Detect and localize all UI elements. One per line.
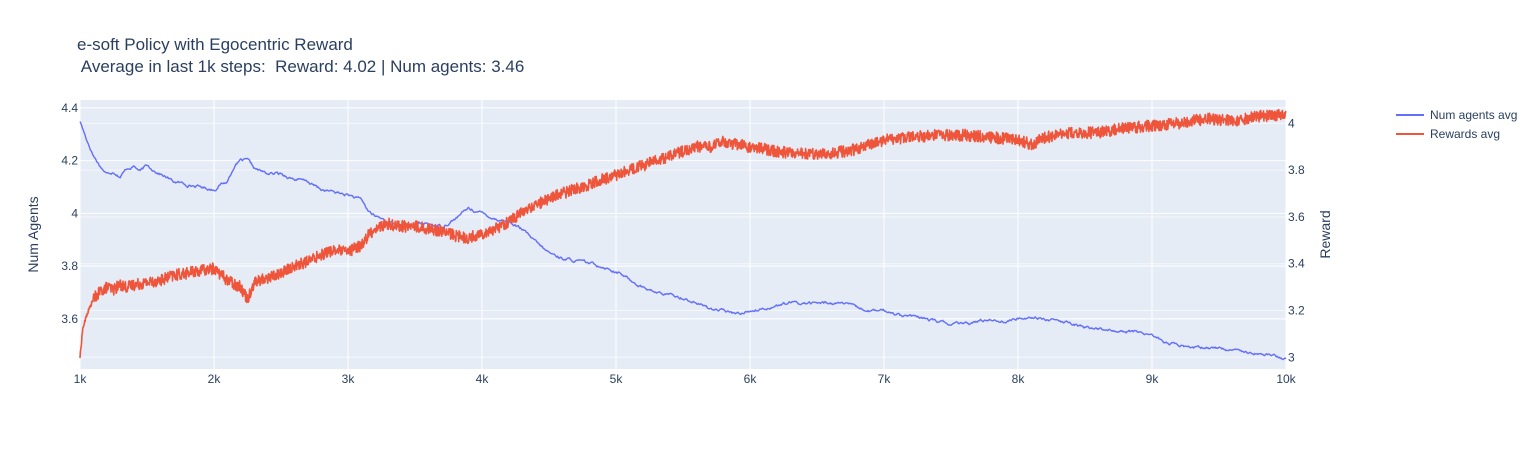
y-tick-label: 4.2 xyxy=(61,154,78,168)
x-tick-label: 1k xyxy=(74,372,88,386)
y-tick-label: 4.4 xyxy=(61,101,78,115)
y-tick-label: 3.6 xyxy=(61,312,78,326)
axis-ticks: 1k 2k 3k 4k 5k 6k 7k 8k 9k 10k 3.6 3.8 4 4.2 4.4 3 3.2 3.… xyxy=(61,101,1305,386)
y2-tick-label: 3 xyxy=(1288,350,1295,364)
x-tick-label: 4k xyxy=(476,372,490,386)
legend-label: Num agents avg xyxy=(1430,108,1517,122)
plot-area xyxy=(80,100,1286,369)
x-tick-label: 6k xyxy=(744,372,758,386)
y2-tick-label: 4 xyxy=(1288,116,1295,130)
legend-item[interactable]: Num agents avg xyxy=(1396,108,1517,122)
y2-tick-label: 3.2 xyxy=(1288,304,1305,318)
series-line-rewards xyxy=(79,108,1287,359)
y-axis-title: Num Agents xyxy=(25,196,41,272)
legend-item[interactable]: Rewards avg xyxy=(1396,127,1500,141)
x-tick-label: 7k xyxy=(878,372,892,386)
legend-label: Rewards avg xyxy=(1430,127,1500,141)
chart-title: e-soft Policy with Egocentric Reward xyxy=(77,35,353,54)
x-tick-label: 10k xyxy=(1276,372,1296,386)
x-tick-label: 8k xyxy=(1012,372,1026,386)
y-tick-label: 4 xyxy=(71,206,78,220)
y2-axis-title: Reward xyxy=(1317,210,1333,258)
x-tick-label: 5k xyxy=(610,372,624,386)
chart-subtitle: Average in last 1k steps: Reward: 4.02 |… xyxy=(77,57,525,76)
y2-tick-label: 3.6 xyxy=(1288,210,1305,224)
legend[interactable]: Num agents avg Rewards avg xyxy=(1396,108,1517,141)
y-tick-label: 3.8 xyxy=(61,259,78,273)
y2-tick-label: 3.4 xyxy=(1288,257,1305,271)
x-tick-label: 9k xyxy=(1146,372,1160,386)
x-tick-label: 2k xyxy=(208,372,222,386)
y2-tick-label: 3.8 xyxy=(1288,163,1305,177)
x-tick-label: 3k xyxy=(342,372,356,386)
series-lines xyxy=(79,108,1287,361)
series-line-num-agents xyxy=(79,121,1287,361)
